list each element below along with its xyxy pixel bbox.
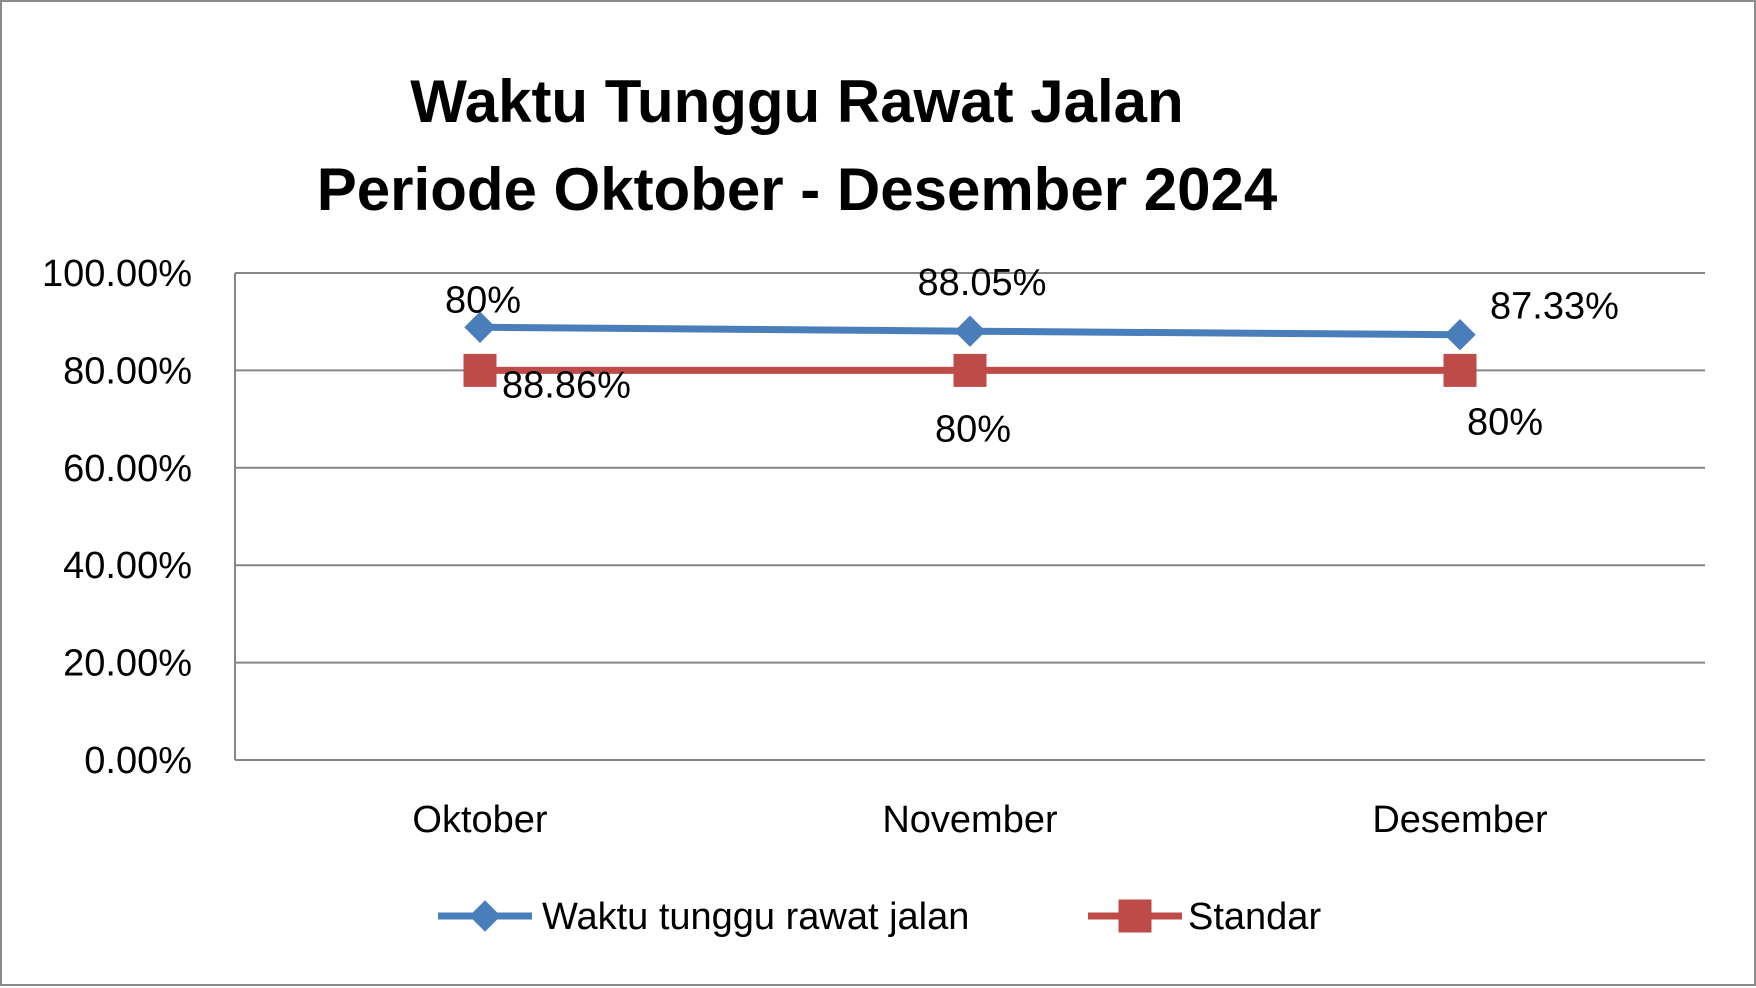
legend-label: Waktu tunggu rawat jalan — [542, 896, 969, 938]
data-label: 87.33% — [1490, 286, 1619, 328]
chart-title-line-1: Waktu Tunggu Rawat Jalan — [410, 68, 1183, 135]
series-2-point — [953, 353, 987, 387]
legend-item-2: Standar — [1088, 896, 1321, 938]
legend: Waktu tunggu rawat jalan Standar — [438, 896, 1321, 938]
x-tick-label: November — [882, 799, 1058, 841]
legend-label: Standar — [1188, 896, 1321, 938]
data-label: 88.05% — [918, 262, 1047, 304]
chart-title-line-2: Periode Oktober - Desember 2024 — [317, 156, 1278, 223]
series-2-point — [1443, 353, 1477, 387]
series-group — [463, 311, 1477, 387]
y-tick-label: 20.00% — [63, 643, 192, 685]
series-2-point — [463, 353, 497, 387]
y-tick-label: 0.00% — [84, 740, 192, 782]
y-tick-label: 100.00% — [42, 253, 192, 295]
x-tick-label: Desember — [1372, 799, 1548, 841]
axes: 0.00% 20.00% 40.00% 60.00% 80.00% 100.00% Okto… — [42, 253, 1705, 841]
data-label: 80% — [445, 279, 521, 321]
y-tick-label: 80.00% — [63, 350, 192, 392]
data-label: 80% — [1467, 401, 1543, 443]
legend-marker — [1118, 899, 1152, 933]
legend-item-1: Waktu tunggu rawat jalan — [438, 896, 969, 938]
series-1-point — [464, 311, 496, 343]
data-label: 80% — [935, 408, 1011, 450]
legend-marker — [469, 900, 501, 932]
y-tick-label: 40.00% — [63, 545, 192, 587]
y-tick-label: 60.00% — [63, 448, 192, 490]
data-labels: 80% 88.05% 87.33% 88.86% 80% 80% — [445, 262, 1619, 450]
series-1-point — [954, 315, 986, 347]
x-tick-label: Oktober — [412, 799, 548, 841]
series-1-point — [1444, 318, 1476, 351]
data-label: 88.86% — [502, 364, 631, 406]
